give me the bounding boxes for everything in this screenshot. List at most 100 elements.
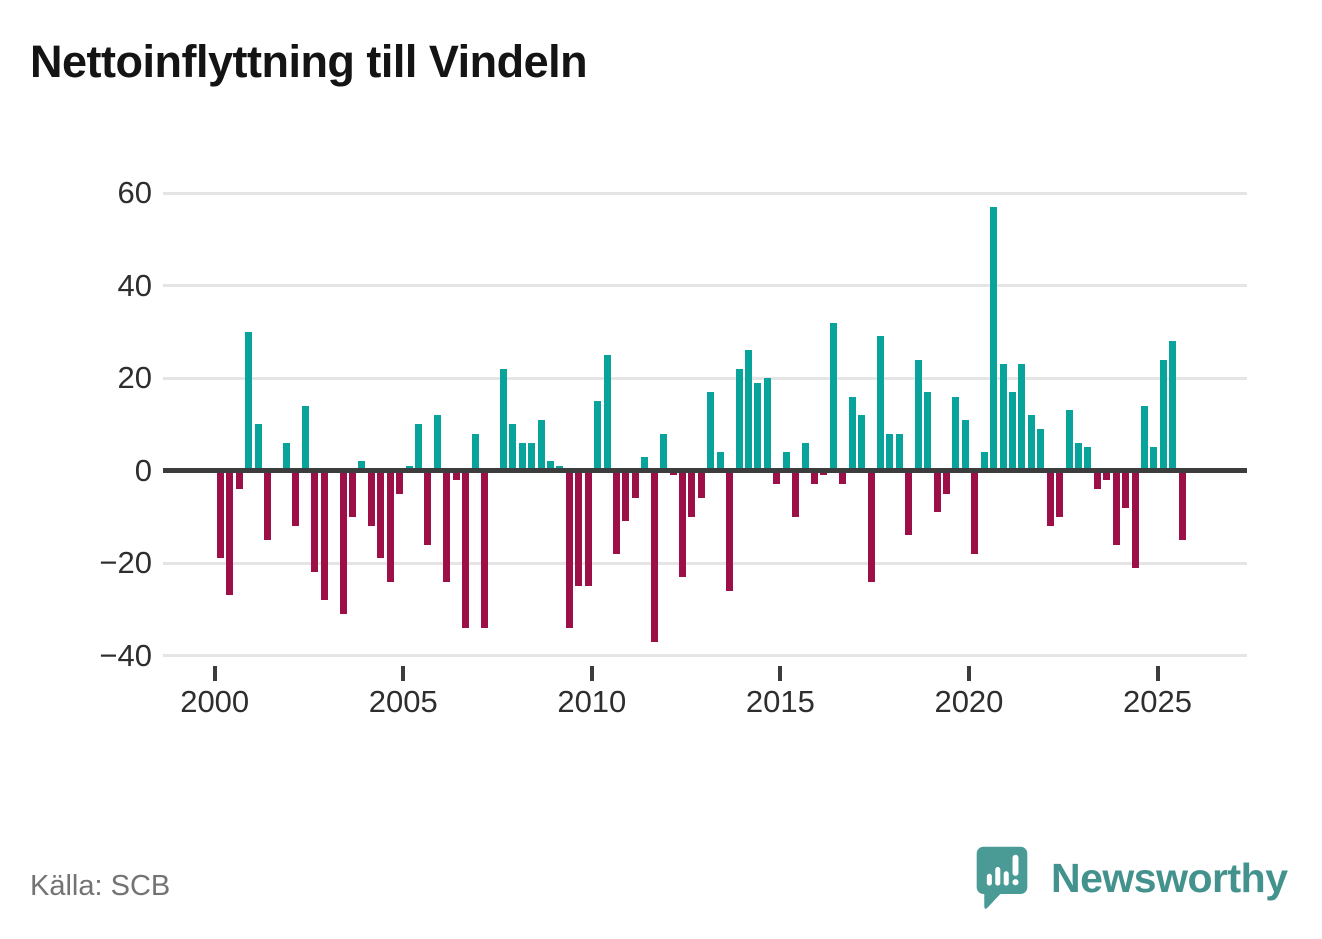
x-axis-label-2020: 2020 [934, 684, 1004, 719]
bar-2000-q75 [924, 391, 932, 471]
bar-2000-q92 [1084, 447, 1092, 471]
bar-2000-q96 [1122, 470, 1130, 508]
bar-2000-q44 [631, 470, 639, 499]
bar-2000-q37 [565, 470, 573, 628]
bar-2000-q94 [1103, 470, 1111, 480]
x-axis-label-2005: 2005 [368, 684, 438, 719]
bar-2000-q17 [377, 470, 385, 559]
bar-2000-q33 [528, 442, 536, 471]
newsworthy-logo[interactable]: Newsworthy [975, 843, 1305, 913]
bar-2000-q49 [678, 470, 686, 577]
bar-2000-q25 [452, 470, 460, 480]
bar-2000-q0 [217, 470, 224, 559]
y-axis-label-20: 20 [117, 360, 152, 395]
gridline-40 [163, 284, 1247, 287]
x-tick-2020 [966, 666, 971, 681]
bar-2000-q24 [443, 470, 451, 582]
bar-2000-q97 [1131, 470, 1139, 568]
bar-2000-q31 [509, 424, 517, 471]
source-note: Källa: SCB [30, 870, 171, 902]
y-axis-label--20: −20 [99, 545, 152, 580]
bar-2000-q2 [235, 470, 243, 489]
bar-2000-q70 [876, 336, 884, 471]
bar-2000-q3 [245, 331, 253, 471]
bar-2000-q45 [641, 456, 649, 471]
bar-2000-q22 [424, 470, 432, 545]
x-tick-2000 [212, 666, 217, 681]
bar-2000-q54 [726, 470, 734, 591]
bar-2000-q27 [471, 433, 479, 471]
bar-2000-q58 [763, 378, 771, 471]
bar-2000-q55 [735, 368, 743, 471]
bar-2000-q39 [584, 470, 592, 587]
x-axis-label-2015: 2015 [745, 684, 815, 719]
bar-2000-q16 [367, 470, 375, 526]
y-axis-label-60: 60 [117, 175, 152, 210]
bar-2000-q95 [1112, 470, 1120, 545]
bar-2000-q63 [810, 470, 818, 485]
bar-2000-q60 [782, 452, 790, 471]
bar-2000-q34 [537, 419, 545, 471]
bar-2000-q98 [1140, 405, 1148, 471]
bar-2000-q28 [480, 470, 488, 628]
bar-2000-q69 [867, 470, 875, 582]
bar-2000-q5 [264, 470, 272, 540]
x-tick-2015 [778, 666, 783, 681]
bar-2000-q88 [1046, 470, 1054, 526]
bar-2000-q43 [622, 470, 630, 522]
bar-2000-q52 [707, 391, 715, 471]
bar-2000-q99 [1150, 447, 1158, 471]
bar-2000-q30 [499, 368, 507, 471]
bar-2000-q26 [462, 470, 470, 628]
bar-2000-q59 [773, 470, 781, 485]
bar-2000-q101 [1169, 341, 1177, 471]
bar-2000-q81 [980, 452, 988, 471]
bar-2000-q18 [386, 470, 394, 582]
bar-2000-q4 [254, 424, 262, 471]
bar-2000-q38 [575, 470, 583, 587]
bar-2000-q83 [999, 364, 1007, 471]
bar-2000-q85 [1018, 364, 1026, 471]
x-axis-label-2000: 2000 [180, 684, 250, 719]
bar-2000-q41 [603, 354, 611, 471]
bar-2000-q9 [301, 405, 309, 471]
gridline--20 [163, 561, 1247, 565]
bar-2000-q80 [971, 470, 979, 554]
bar-2000-q7 [282, 442, 290, 471]
bar-2000-q56 [744, 350, 752, 471]
bar-2000-q1 [226, 470, 234, 596]
bar-2000-q86 [1027, 415, 1035, 471]
bar-2000-q61 [792, 470, 800, 517]
bar-2000-q35 [546, 461, 554, 471]
newsworthy-wordmark: Newsworthy [1051, 854, 1288, 901]
bar-2000-q66 [839, 470, 847, 485]
bar-2000-q23 [433, 415, 441, 471]
page-title: Nettoinflyttning till Vindeln [30, 36, 588, 87]
bar-2000-q47 [660, 433, 668, 471]
bar-2000-q91 [1074, 442, 1082, 471]
bar-2000-q10 [311, 470, 319, 573]
x-axis-label-2025: 2025 [1123, 684, 1192, 719]
bar-2000-q46 [650, 470, 658, 642]
bar-2000-q77 [942, 470, 950, 494]
bar-2000-q71 [886, 433, 894, 471]
bar-2000-q50 [688, 470, 696, 517]
bar-2000-q79 [961, 419, 969, 471]
bar-2000-q19 [396, 470, 404, 494]
bar-2000-q21 [414, 424, 422, 471]
bar-2000-q74 [914, 359, 922, 471]
bar-2000-q62 [801, 442, 809, 471]
x-tick-2010 [589, 666, 594, 681]
bar-2000-q84 [1008, 391, 1016, 471]
bar-2000-q57 [754, 382, 762, 471]
bar-2000-q72 [895, 433, 903, 471]
bar-2000-q40 [594, 401, 602, 471]
y-axis-label-0: 0 [134, 452, 152, 488]
bar-2000-q89 [1056, 470, 1064, 517]
bar-2000-q11 [320, 470, 328, 600]
bar-2000-q65 [829, 322, 837, 471]
bar-2000-q68 [858, 415, 866, 471]
x-axis-label-2010: 2010 [557, 684, 627, 719]
bar-2000-q100 [1159, 359, 1167, 471]
